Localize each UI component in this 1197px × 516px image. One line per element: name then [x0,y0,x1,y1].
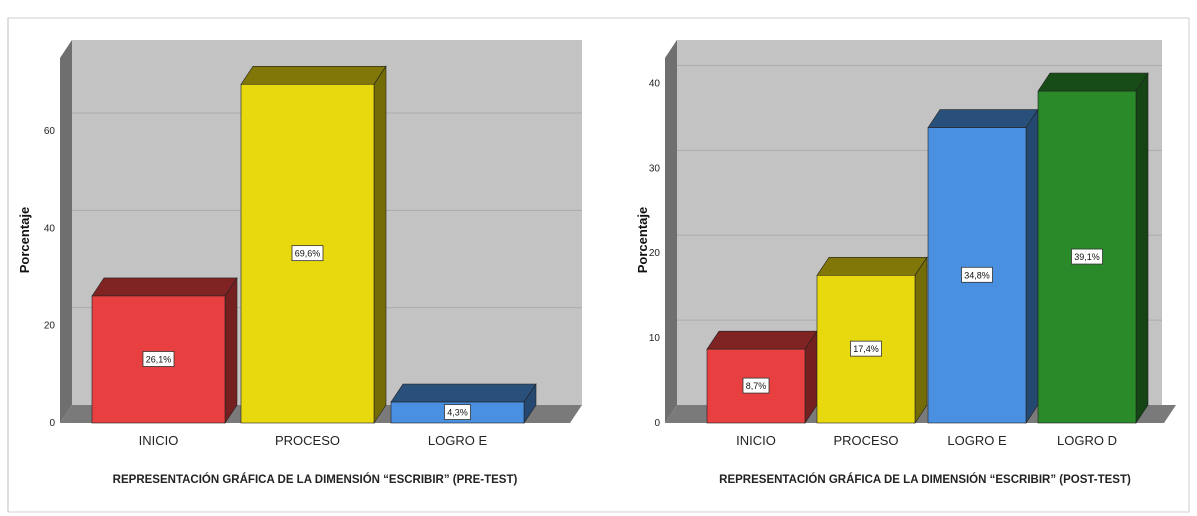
bar-side-face [373,65,387,424]
y-tick-label: 40 [44,223,56,234]
bar: 8,7% [706,330,818,424]
bar: 17,4% [816,256,928,424]
y-tick-label: 0 [49,418,55,429]
bars: 26,1% 69,6% 4,3% [91,65,537,424]
bar-top-face [706,330,818,350]
bar: 69,6% [240,65,387,424]
category-label: PROCESO [833,433,898,448]
y-ticks: 0 10 20 30 40 [649,78,661,429]
category-label: LOGRO D [1057,433,1117,448]
data-label-box [142,351,175,367]
bar-top-face [390,383,537,403]
bar-top-face [816,257,928,276]
data-label: 34,8% [964,270,990,280]
bar-side-face [1135,72,1149,424]
bar-side-face [1025,108,1039,424]
plot-side-wall [60,40,72,423]
bar-top-face [91,277,238,297]
data-label: 17,4% [853,344,879,354]
bar: 4,3% [390,383,537,424]
bars: 8,7% 17,4% 34,8% 39,1% [706,72,1149,424]
y-tick-label: 30 [649,163,661,174]
pre-test-chart: 0 20 40 60 26,1% 69,6% 4,3% INICIO PROCESO LOGR… [17,40,582,486]
data-label: 4,3% [447,408,468,418]
y-axis-label: Porcentaje [17,207,32,273]
y-axis-label: Porcentaje [635,207,650,273]
bar: 26,1% [91,276,238,424]
data-label-box [961,266,993,283]
y-tick-label: 20 [649,248,661,259]
category-label: INICIO [139,433,179,448]
bar-top-face [1037,72,1149,92]
data-label-box [1071,248,1103,265]
data-label-box [444,404,471,420]
bar: 34,8% [927,108,1039,424]
data-label: 69,6% [295,249,321,259]
data-label-box [291,245,324,262]
y-tick-label: 40 [649,78,661,89]
data-label-box [742,377,770,394]
category-label: LOGRO E [947,433,1007,448]
bar: 39,1% [1037,72,1149,424]
data-label: 8,7% [746,381,767,391]
y-tick-label: 0 [654,418,660,429]
category-labels: INICIO PROCESO LOGRO E [139,433,488,448]
y-tick-label: 10 [649,333,661,344]
bar-top-face [240,65,387,85]
bar-top-face [927,109,1039,128]
category-labels: INICIO PROCESO LOGRO E LOGRO D [736,433,1117,448]
category-label: LOGRO E [428,433,488,448]
data-label-box [850,340,882,357]
chart-title: REPRESENTACIÓN GRÁFICA DE LA DIMENSIÓN “… [113,473,518,486]
post-test-chart: 0 10 20 30 40 8,7% 17,4% 34,8% 39,1% INICIO PROC… [635,40,1176,486]
y-ticks: 0 20 40 60 [44,126,56,429]
data-label: 26,1% [146,354,172,364]
y-tick-label: 60 [44,126,56,137]
plot-side-wall [665,40,677,423]
y-tick-label: 20 [44,321,56,332]
category-label: INICIO [736,433,776,448]
bar-side-face [914,256,928,424]
bar-side-face [224,276,238,424]
category-label: PROCESO [275,433,340,448]
chart-title: REPRESENTACIÓN GRÁFICA DE LA DIMENSIÓN “… [719,473,1131,486]
data-label: 39,1% [1074,252,1100,262]
